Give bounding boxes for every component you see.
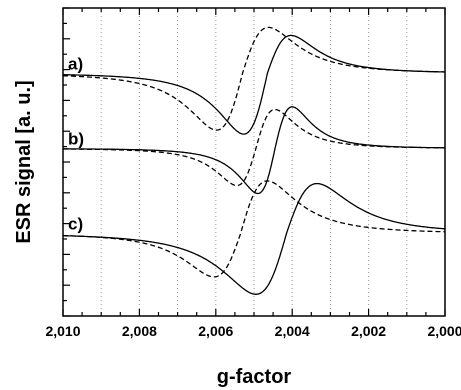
- y-axis-label: ESR signal [a. u.]: [13, 80, 35, 243]
- grid-lines: [100, 8, 408, 316]
- panel-labels: a) b) c): [68, 54, 84, 233]
- x-tick-label: 2,008: [122, 323, 157, 339]
- dashed-curve: [63, 108, 445, 187]
- x-tick-label: 2,000: [427, 323, 461, 339]
- x-tick-label: 2,004: [275, 323, 310, 339]
- x-tick-label: 2,002: [351, 323, 386, 339]
- panel-label: c): [68, 214, 83, 233]
- x-axis: 2,010 2,008 2,006 2,004 2,002 2,000: [45, 7, 461, 339]
- x-axis-label: g-factor: [217, 366, 292, 388]
- panel-label: b): [68, 129, 84, 148]
- panel-label: a): [68, 54, 83, 73]
- curves: [62, 26, 446, 295]
- dashed-curve: [62, 180, 446, 278]
- dashed-curve: [62, 26, 445, 131]
- x-tick-label: 2,006: [198, 323, 233, 339]
- solid-curve: [63, 182, 445, 295]
- x-tick-label: 2,010: [45, 323, 80, 339]
- plot-frame: [62, 7, 446, 317]
